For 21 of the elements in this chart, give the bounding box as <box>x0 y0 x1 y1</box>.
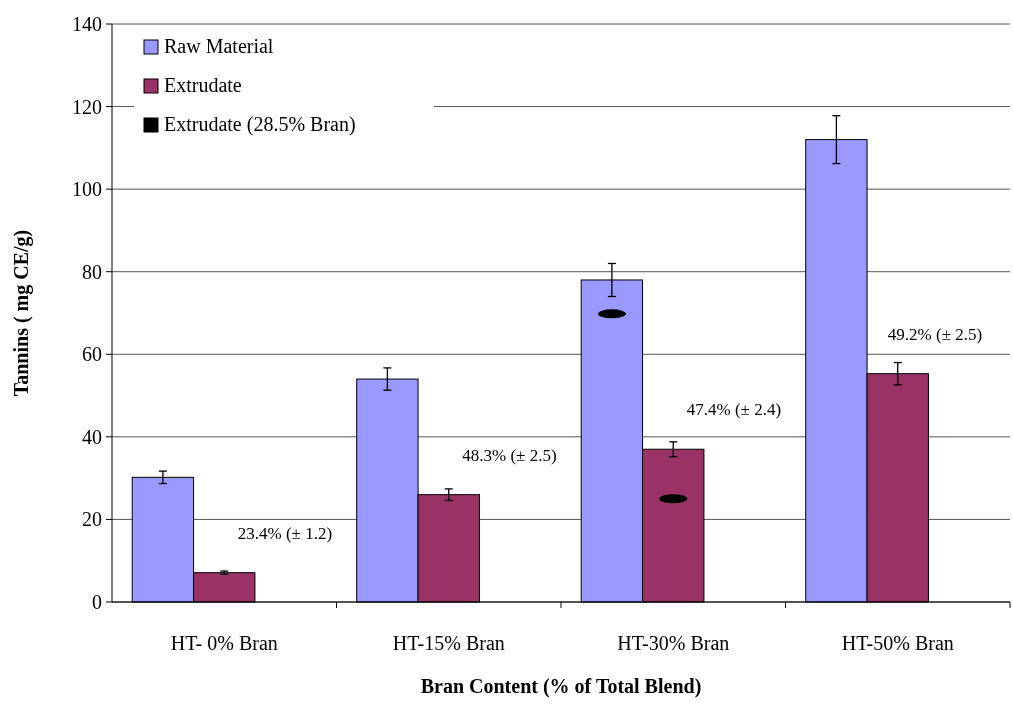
legend-label: Extrudate (28.5% Bran) <box>164 113 356 136</box>
annotation: 48.3% (± 2.5) <box>462 445 557 465</box>
y-tick-label: 140 <box>72 13 102 35</box>
annotation: 47.4% (± 2.4) <box>686 400 782 420</box>
y-tick-label: 20 <box>82 508 102 531</box>
y-tick-label: 120 <box>72 95 102 118</box>
y-tick-label: 80 <box>82 260 102 283</box>
x-tick-label: HT-15% Bran <box>392 632 505 654</box>
y-tick-label: 40 <box>82 425 102 448</box>
x-tick-label: HT-30% Bran <box>617 632 730 654</box>
y-tick-label: 0 <box>92 591 102 613</box>
y-tick-label: 60 <box>82 343 102 366</box>
annotation: 49.2% (± 2.5) <box>887 324 983 344</box>
x-tick-label: HT- 0% Bran <box>170 632 278 654</box>
x-tick-label: HT-50% Bran <box>841 632 954 654</box>
y-tick-label: 100 <box>72 178 102 201</box>
legend-label: Extrudate <box>164 74 242 96</box>
annotation: 23.4% (± 1.2) <box>237 523 333 543</box>
x-axis-title: Bran Content (% of Total Blend) <box>420 675 702 698</box>
legend-label: Raw Material <box>164 35 274 57</box>
y-axis-title: Tannins ( mg CE/g) <box>10 229 33 397</box>
